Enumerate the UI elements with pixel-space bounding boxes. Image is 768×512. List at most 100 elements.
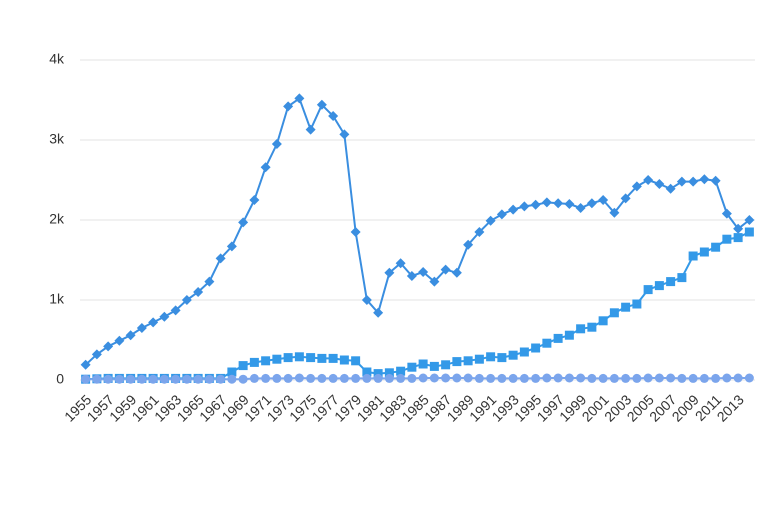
point-marker [193, 374, 203, 384]
point-marker [677, 273, 687, 283]
point-marker [474, 373, 484, 383]
point-marker [238, 374, 248, 384]
point-marker [699, 247, 709, 257]
point-marker [676, 176, 687, 187]
point-marker [429, 276, 440, 287]
point-marker [373, 307, 384, 318]
point-marker [362, 373, 372, 383]
point-marker [103, 374, 113, 384]
point-marker [238, 361, 248, 371]
point-marker [519, 201, 530, 212]
point-marker [564, 199, 575, 209]
point-marker [294, 93, 305, 104]
point-marker [485, 215, 496, 226]
point-marker [159, 374, 169, 384]
point-marker [406, 271, 417, 281]
point-marker [733, 373, 743, 383]
point-marker [373, 369, 383, 379]
point-marker [306, 353, 316, 363]
point-marker [666, 277, 676, 287]
point-marker [699, 174, 710, 185]
point-marker [688, 251, 698, 261]
point-marker [598, 316, 608, 326]
point-marker [317, 373, 327, 383]
point-marker [508, 350, 518, 360]
point-marker [328, 111, 339, 121]
point-marker [181, 295, 192, 305]
point-marker [688, 176, 699, 187]
y-tick-label: 4k [49, 51, 65, 67]
point-marker [170, 305, 181, 316]
point-marker [114, 335, 125, 346]
point-marker [316, 99, 327, 110]
point-marker [621, 373, 631, 383]
point-marker [486, 352, 496, 362]
point-marker [542, 373, 552, 383]
point-marker [351, 373, 361, 383]
point-marker [204, 374, 214, 384]
point-marker [553, 198, 564, 209]
point-marker [227, 374, 237, 384]
point-marker [654, 281, 664, 291]
point-marker [171, 374, 181, 384]
point-marker [576, 324, 586, 334]
point-marker [249, 373, 259, 383]
point-marker [564, 330, 574, 340]
point-marker [452, 357, 462, 367]
point-marker [384, 368, 394, 378]
point-marker [384, 267, 395, 278]
point-marker [418, 267, 429, 277]
point-marker [665, 183, 676, 194]
point-marker [519, 373, 529, 383]
point-marker [261, 356, 271, 366]
point-marker [699, 373, 709, 383]
point-marker [361, 295, 372, 305]
point-marker [261, 373, 271, 383]
point-marker [722, 234, 732, 244]
point-marker [441, 373, 451, 383]
point-marker [508, 373, 518, 383]
point-marker [643, 285, 653, 295]
point-marker [733, 223, 744, 234]
point-marker [328, 353, 338, 363]
point-marker [80, 359, 91, 370]
point-marker [91, 349, 102, 360]
y-tick-label: 0 [56, 371, 64, 387]
point-marker [351, 356, 361, 366]
point-marker [249, 357, 259, 367]
point-marker [114, 374, 124, 384]
point-marker [542, 338, 552, 348]
y-tick-label: 1k [49, 291, 65, 307]
point-marker [643, 373, 653, 383]
point-marker [688, 373, 698, 383]
x-tick-label: 2013 [714, 391, 747, 424]
point-marker [666, 373, 676, 383]
point-marker [204, 276, 215, 287]
point-marker [294, 352, 304, 362]
point-marker [474, 227, 485, 237]
point-marker [283, 353, 293, 363]
point-marker [418, 359, 428, 369]
point-marker [744, 373, 754, 383]
point-marker [407, 362, 417, 372]
point-marker [294, 373, 304, 383]
point-marker [744, 227, 754, 237]
point-marker [384, 373, 394, 383]
point-marker [283, 101, 294, 112]
point-marker [373, 373, 383, 383]
point-marker [575, 203, 586, 213]
point-marker [587, 373, 597, 383]
point-marker [193, 287, 204, 297]
point-marker [463, 356, 473, 366]
point-marker [249, 195, 260, 205]
point-marker [136, 323, 147, 333]
point-marker [137, 374, 147, 384]
point-marker [553, 333, 563, 343]
point-marker [125, 330, 136, 341]
point-marker [609, 308, 619, 318]
point-marker [497, 373, 507, 383]
point-marker [407, 373, 417, 383]
point-marker [227, 367, 237, 377]
